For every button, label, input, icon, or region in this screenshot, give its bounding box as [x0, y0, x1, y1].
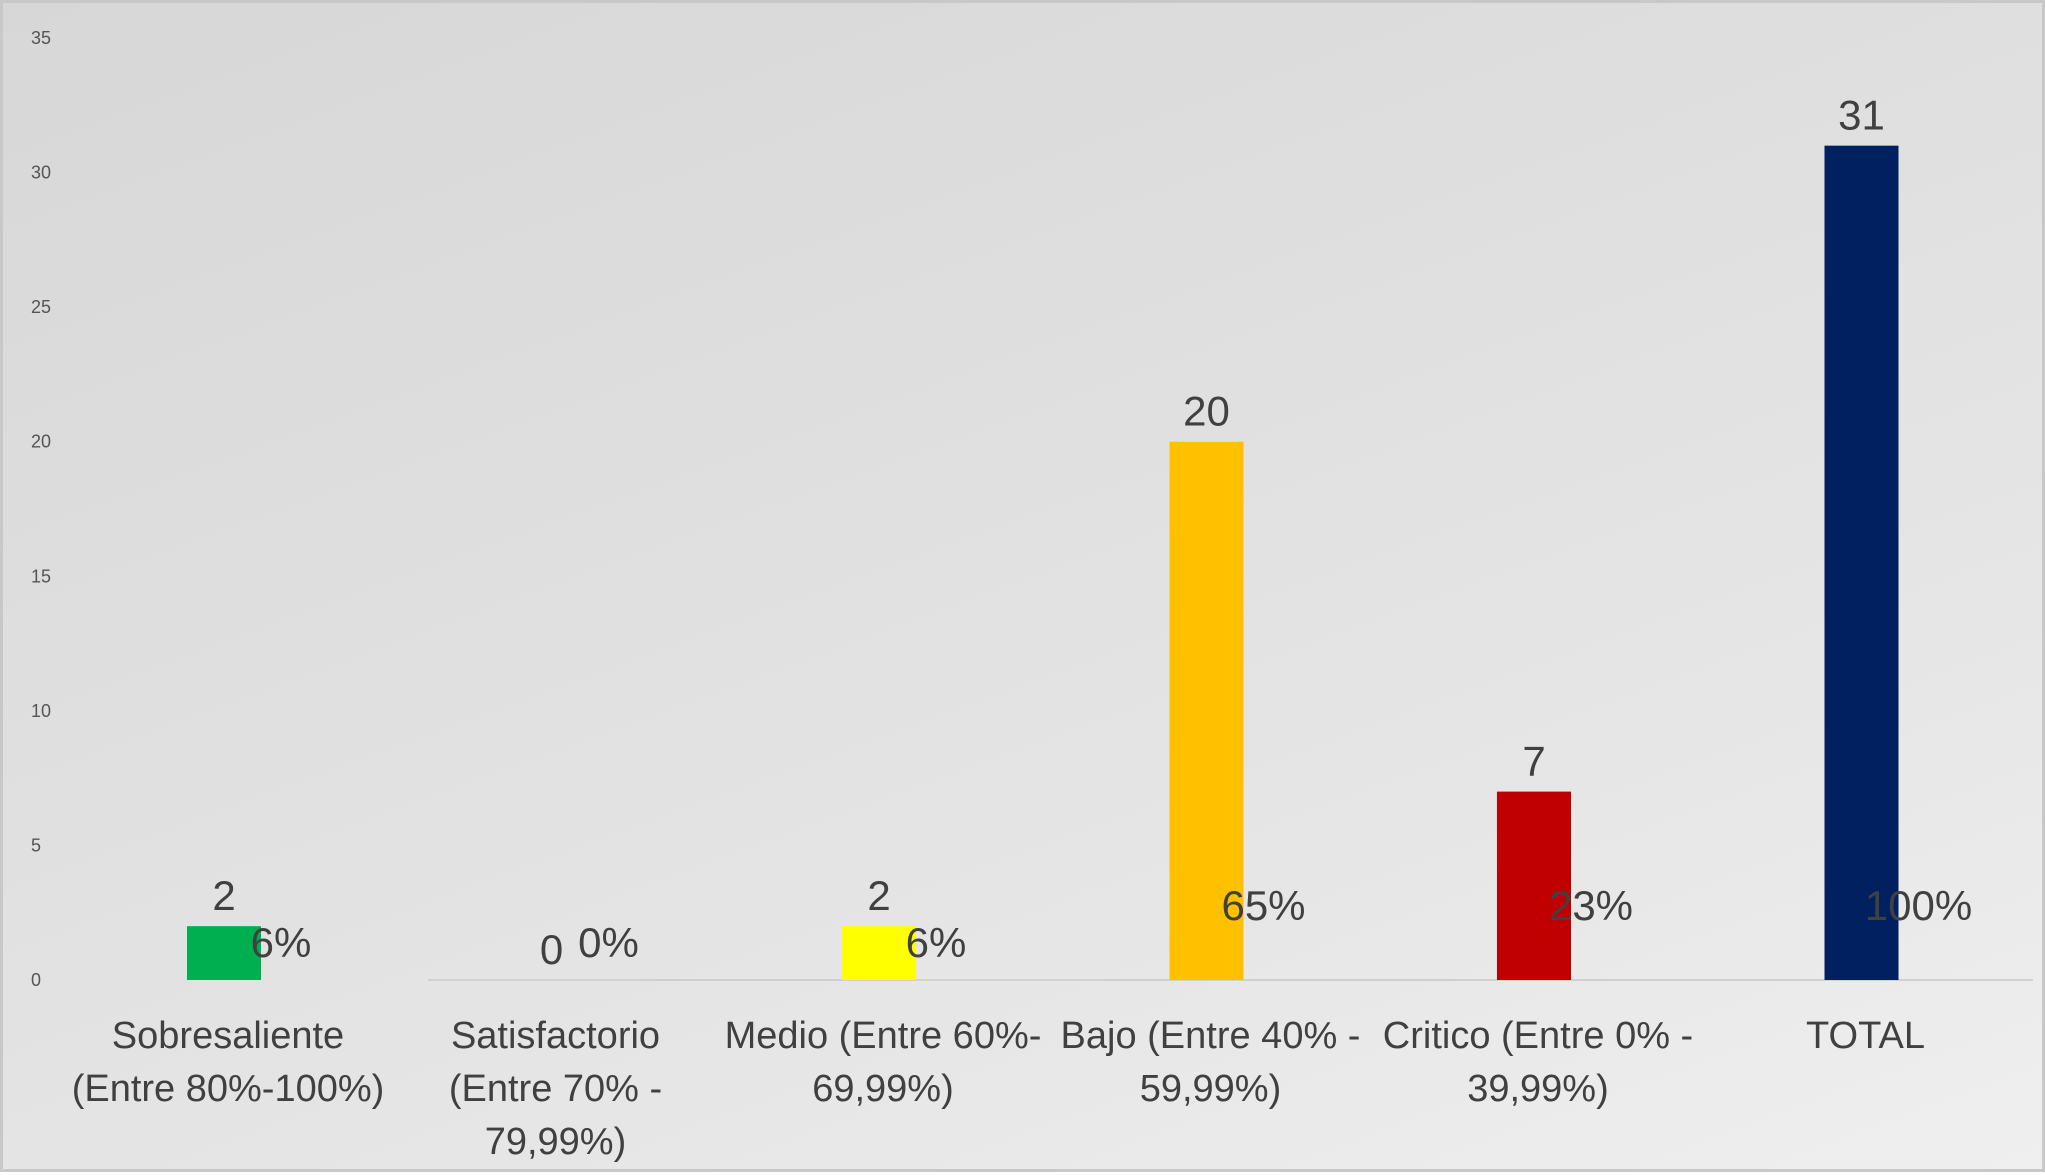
count-data-label: 2 [867, 872, 890, 919]
bar [187, 926, 261, 980]
x-axis-category-label: 69,99%) [812, 1068, 954, 1110]
percent-data-label: 65% [1221, 882, 1305, 929]
y-axis-ticks: 0 5 10 15 20 25 30 35 [31, 28, 51, 990]
x-axis-category-label: TOTAL [1806, 1015, 1925, 1057]
y-tick-label: 30 [31, 163, 51, 183]
y-tick-label: 0 [31, 970, 41, 990]
count-data-label: 2 [212, 872, 235, 919]
y-tick-label: 35 [31, 28, 51, 48]
bar [1824, 145, 1899, 980]
x-axis-category-label: Critico (Entre 0% - [1383, 1015, 1693, 1057]
x-axis-category-label: Satisfactorio [451, 1015, 660, 1057]
x-axis-category-label: (Entre 70% - [449, 1068, 662, 1110]
count-data-label: 7 [1522, 738, 1545, 785]
bar [1169, 441, 1244, 980]
x-axis-category-label: (Entre 80%-100%) [72, 1068, 385, 1110]
y-tick-label: 10 [31, 701, 51, 721]
percent-data-label: 100% [1865, 882, 1972, 929]
x-axis-category-label: 59,99%) [1140, 1068, 1282, 1110]
count-data-label: 31 [1838, 92, 1885, 139]
count-data-label: 20 [1183, 388, 1230, 435]
x-axis-category-labels: Sobresaliente (Entre 80%-100%) Satisfactor… [72, 1015, 1925, 1163]
bar [1497, 791, 1571, 980]
x-axis-category-label: Sobresaliente [112, 1015, 344, 1057]
percent-data-label: 0% [578, 919, 639, 966]
x-axis-category-label: Medio (Entre 60%- [725, 1015, 1042, 1057]
bars [187, 145, 1899, 980]
count-data-label: 0 [540, 926, 563, 973]
x-axis-category-label: 39,99%) [1467, 1068, 1609, 1110]
y-tick-label: 15 [31, 566, 51, 586]
x-axis-category-label: 79,99%) [485, 1121, 627, 1163]
x-axis-category-label: Bajo (Entre 40% - [1061, 1015, 1361, 1057]
percent-data-label: 23% [1549, 882, 1633, 929]
percent-data-label: 6% [251, 919, 312, 966]
percent-data-label: 6% [906, 919, 967, 966]
y-tick-label: 5 [31, 835, 41, 855]
percent-data-labels: 6% 0% 6% 65% 23% 100% [251, 882, 1973, 966]
bar [842, 926, 916, 980]
y-tick-label: 25 [31, 297, 51, 317]
y-tick-label: 20 [31, 432, 51, 452]
